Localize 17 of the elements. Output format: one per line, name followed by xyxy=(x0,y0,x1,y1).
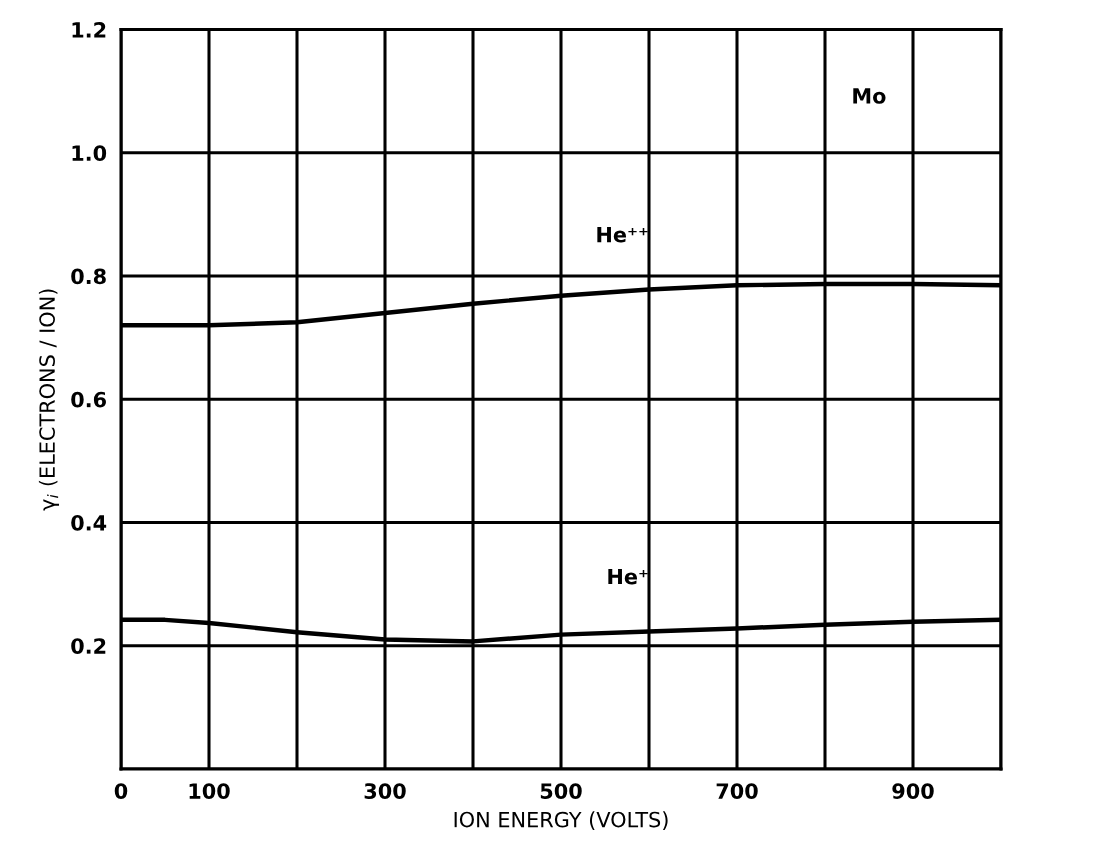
y-tick-label: 0.2 xyxy=(71,638,106,654)
text: He⁺ xyxy=(608,568,648,585)
y-tick-label: 0.6 xyxy=(71,391,106,408)
annotation: Mo xyxy=(853,88,886,104)
text: He⁺⁺ xyxy=(597,226,648,243)
x-tick-label: 0 xyxy=(114,783,128,799)
y-tick-label: 1.2 xyxy=(72,22,106,38)
x-tick-label: 700 xyxy=(716,783,758,799)
y-axis-title: γ$_{i}$ (ELECTRONS / ION) xyxy=(38,289,60,511)
x-tick-label: 100 xyxy=(189,783,230,799)
y-tick-label: 0.8 xyxy=(71,268,106,285)
y-tick-label: 0.4 xyxy=(71,514,107,531)
x-axis-title: ION ENERGY (VOLTS) xyxy=(454,811,668,830)
y-tick-label: 1.0 xyxy=(72,145,107,162)
x-tick-label: 900 xyxy=(892,783,934,799)
x-tick-label: 500 xyxy=(540,783,582,799)
x-tick-label: 300 xyxy=(364,783,406,799)
